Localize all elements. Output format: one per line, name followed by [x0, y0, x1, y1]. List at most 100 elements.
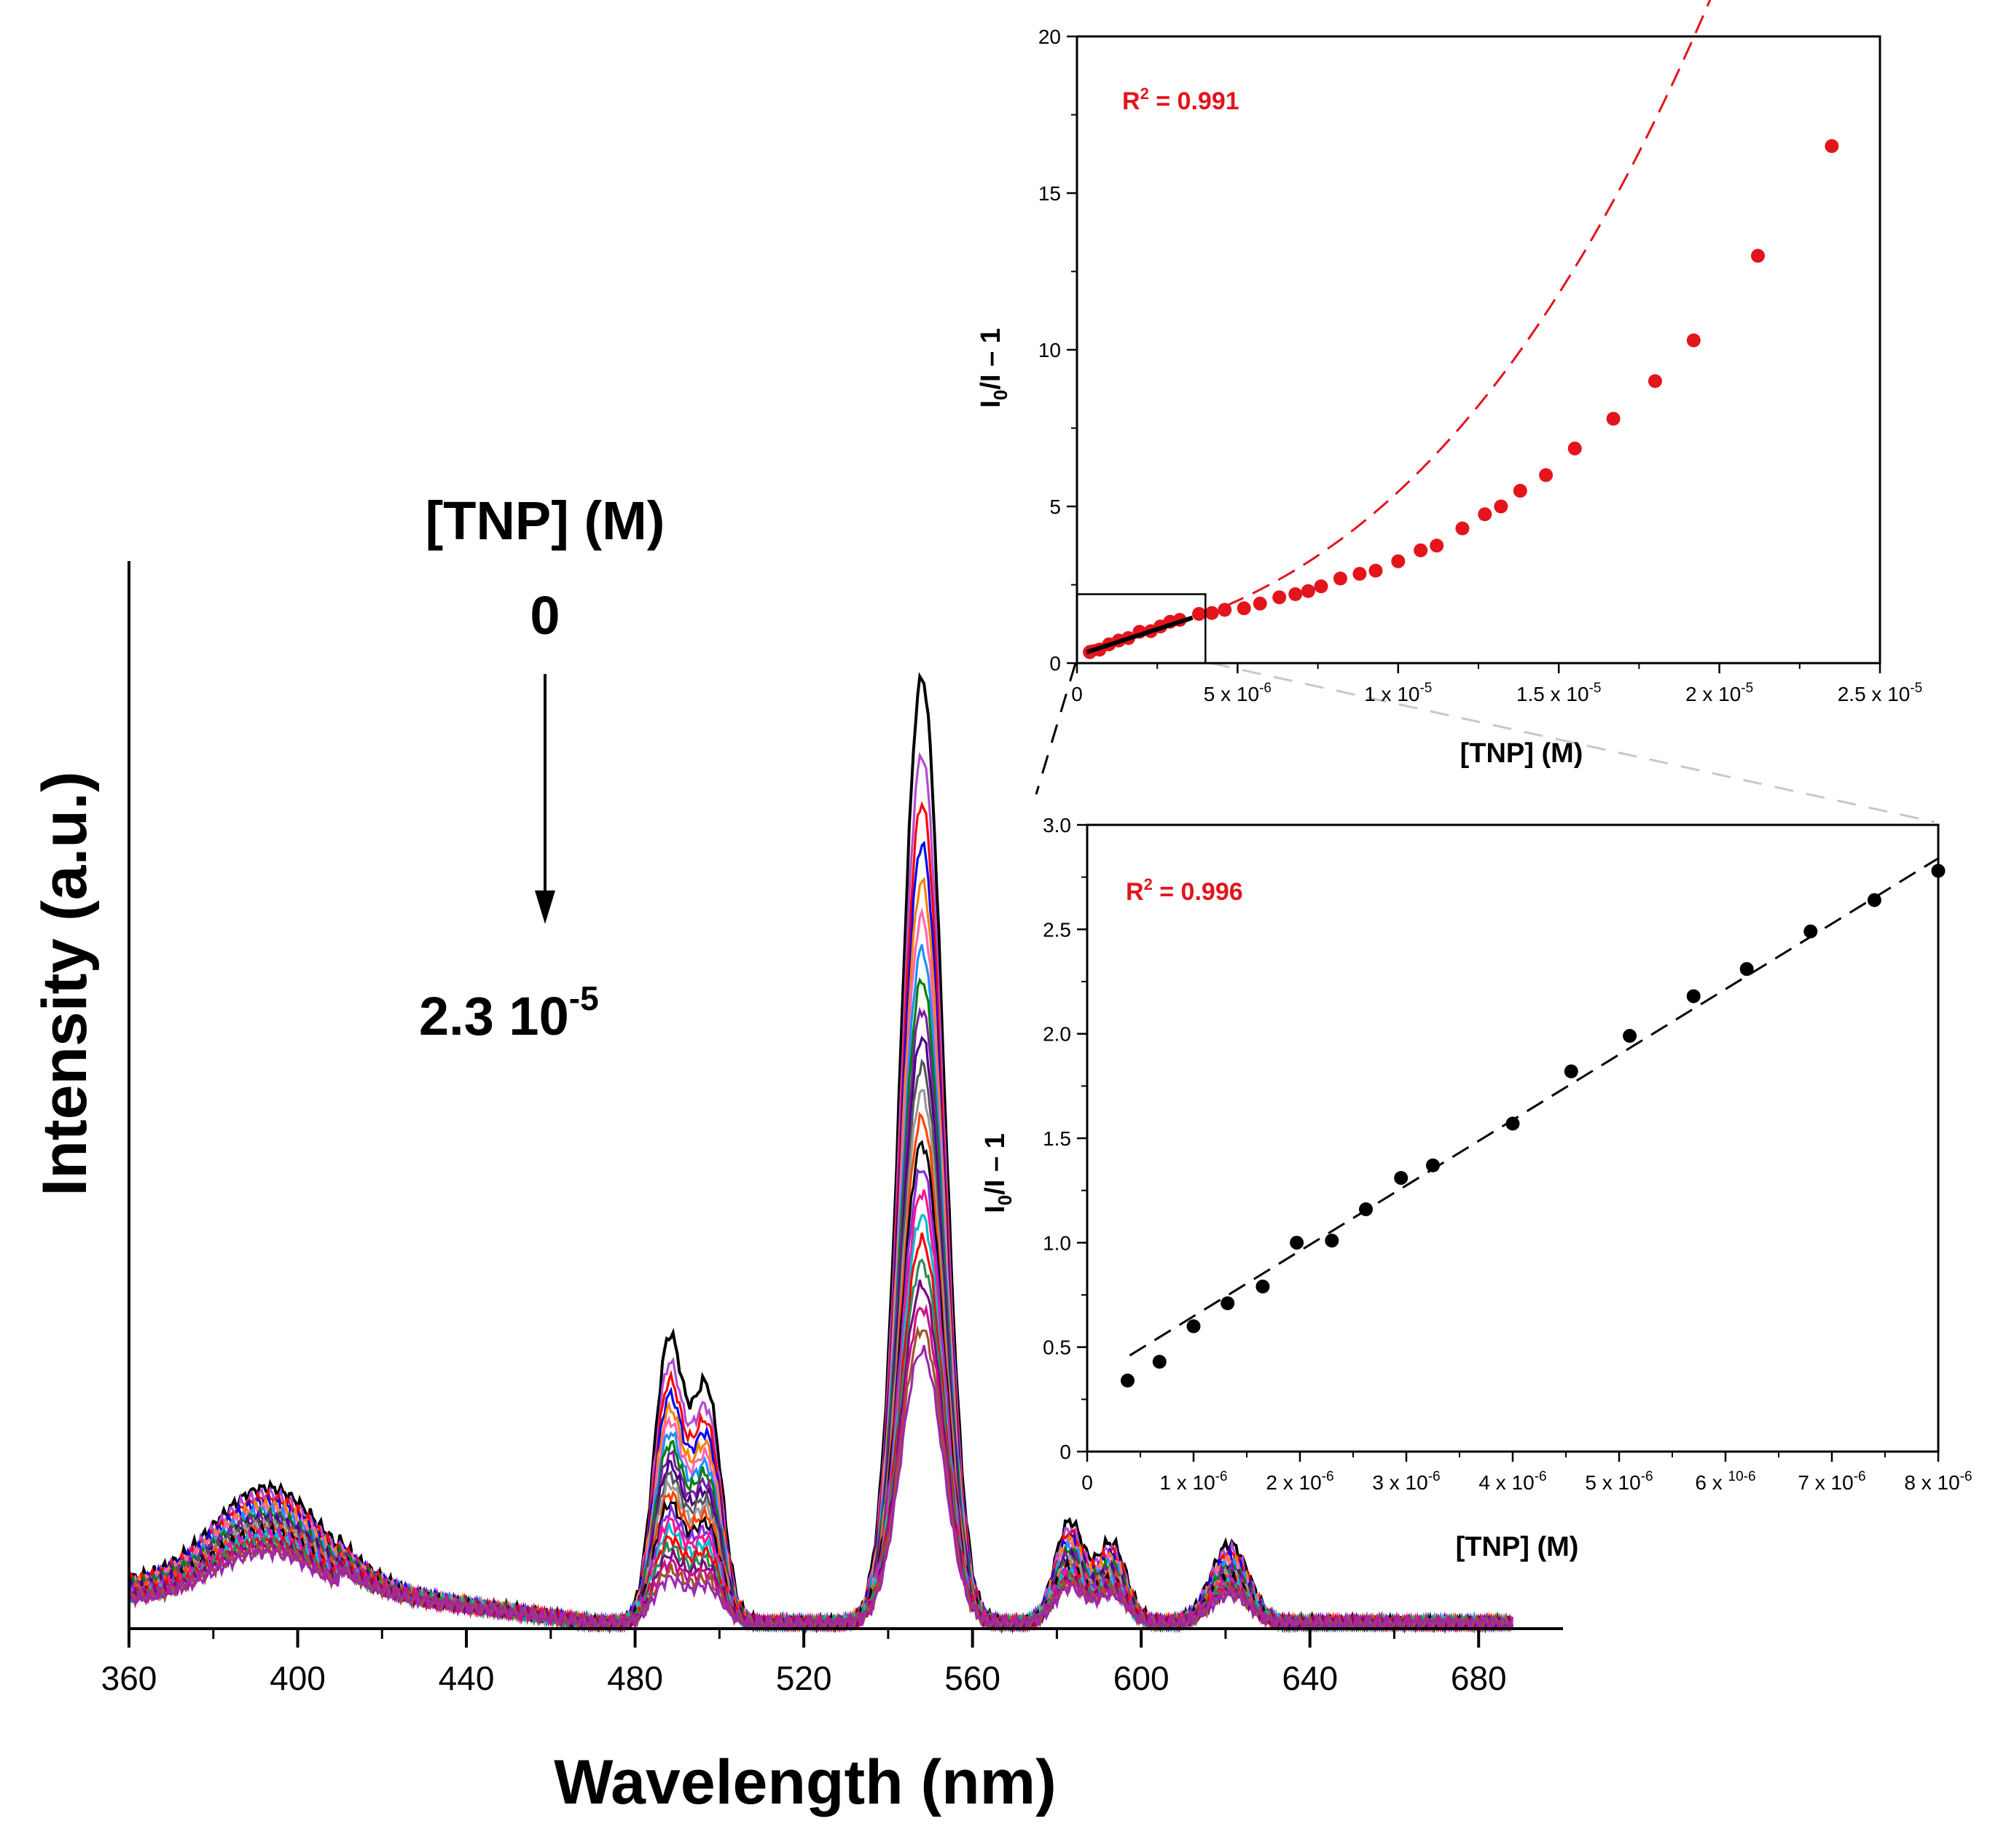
inset1-y-tick-label: 5	[1049, 496, 1061, 518]
main-x-ticks: 360 400 440 480 520 560 600 640 680	[101, 1629, 1507, 1697]
inset2-r2-label: R2 = 0.996	[1126, 875, 1243, 906]
inset2-data-point	[1739, 962, 1754, 976]
inset1-y-tick-label: 20	[1038, 26, 1061, 48]
inset2-x-tick-label: 1 x 10-6	[1159, 1469, 1227, 1494]
inset1-x-tick-exp: -5	[1419, 681, 1432, 696]
inset2-x-tick-exp: -6	[1322, 1469, 1334, 1484]
inset2-y-title-rest: /I – 1	[980, 1133, 1011, 1195]
inset2-y-tick-label: 0.5	[1043, 1336, 1071, 1359]
inset2-x-tick-base: 7 x 10	[1798, 1471, 1853, 1494]
inset1-data-point	[1368, 563, 1383, 578]
main-y-axis-title: Intensity (a.u.)	[30, 772, 100, 1197]
inset1-data-point	[1825, 139, 1839, 153]
inset2-y-tick-label: 0	[1059, 1441, 1071, 1463]
inset2-y-tick-label: 1.0	[1043, 1232, 1071, 1254]
emission-spectra-plot: 360 400 440 480 520 560 600 640 680 Wavelength (…	[30, 490, 1563, 1817]
inset2-data-point	[1931, 864, 1946, 878]
inset1-data-point	[1430, 539, 1444, 553]
inset1-x-tick-exp: -5	[1910, 681, 1922, 696]
inset1-data-point	[1513, 484, 1527, 498]
inset1-data-point	[1192, 606, 1207, 621]
inset2-y-title-base: I	[980, 1205, 1011, 1213]
main-x-tick-label: 560	[944, 1659, 1000, 1697]
inset1-y-title-rest: /I – 1	[976, 328, 1006, 390]
inset2-data-point	[1426, 1158, 1440, 1172]
inset2-x-tick-label: 8 x 10-6	[1904, 1469, 1972, 1494]
inset2-x-tick-label: 5 x 10-6	[1585, 1469, 1653, 1494]
inset1-y-axis-title: I0/I – 1	[976, 328, 1011, 408]
inset1-y-tick-label: 15	[1038, 182, 1061, 205]
main-x-tick-label: 680	[1451, 1659, 1507, 1697]
inset2-x-tick-label: 2 x 10-6	[1266, 1469, 1333, 1494]
inset1-y-title-sub: 0	[990, 390, 1011, 400]
inset2-x-tick-label: 0	[1081, 1471, 1093, 1494]
inset2-x-tick-label: 6 x 10-6	[1695, 1469, 1755, 1494]
inset1-x-tick-base: 2.5 x 10	[1838, 683, 1911, 705]
inset2-data-point	[1359, 1202, 1374, 1216]
stern-volmer-inset: 0 5 10 15 20 0 5 x 10-6 1 x 10-5 1.5 x 10-5 2 x 1…	[976, 0, 1922, 769]
inset1-data-point	[1567, 441, 1582, 455]
inset2-x-tick-label: 7 x 10-6	[1798, 1469, 1865, 1494]
inset2-data-point	[1290, 1235, 1304, 1250]
inset1-frame	[1076, 35, 1881, 665]
inset2-data-point	[1325, 1233, 1339, 1248]
inset1-r2-sup: 2	[1140, 85, 1149, 103]
zoom-connector-right	[1210, 662, 1935, 823]
inset1-x-tick-base: 2 x 10	[1685, 683, 1741, 705]
zoom-connector-left	[1035, 662, 1077, 795]
inset1-x-tick-label: 5 x 10-6	[1204, 681, 1272, 705]
inset1-y-title-base: I	[976, 400, 1006, 408]
inset2-x-tick-base: 4 x 10	[1478, 1471, 1534, 1494]
main-x-tick-label: 640	[1282, 1659, 1338, 1697]
inset1-data-point	[1237, 601, 1251, 616]
inset1-x-tick-label: 2.5 x 10-5	[1838, 681, 1923, 705]
inset2-data-point	[1255, 1280, 1270, 1294]
inset2-data-point	[1803, 924, 1818, 939]
inset1-x-tick-base: 0	[1071, 683, 1083, 705]
inset1-data-point	[1272, 590, 1287, 605]
inset1-x-tick-exp: -5	[1589, 681, 1602, 696]
inset1-data-point	[1391, 554, 1406, 568]
concentration-arrow-head	[535, 890, 555, 924]
inset1-data-point	[1414, 543, 1428, 557]
inset2-x-axis-title: [TNP] (M)	[1456, 1532, 1579, 1562]
inset2-y-tick-label: 2.0	[1043, 1023, 1071, 1046]
inset1-y-tick-label: 10	[1038, 339, 1061, 361]
inset1-data-point	[1648, 374, 1662, 388]
inset1-data-point	[1288, 587, 1303, 601]
inset2-x-tick-exp: -6	[1960, 1469, 1972, 1484]
inset1-x-tick-exp: -5	[1741, 681, 1753, 696]
inset1-data-point	[1333, 571, 1347, 586]
inset1-x-tick-base: 5 x 10	[1204, 683, 1259, 705]
inset2-x-tick-exp: -6	[1854, 1469, 1866, 1484]
inset1-data-point	[1253, 596, 1267, 611]
inset2-y-tick-label: 1.5	[1043, 1127, 1071, 1150]
inset2-fit-line	[1129, 857, 1939, 1357]
main-x-tick-label: 600	[1113, 1659, 1170, 1697]
inset2-x-tick-exp: -6	[1641, 1469, 1653, 1484]
spectra-series-group	[128, 672, 1514, 1634]
concentration-end: 2.3 10-5	[419, 979, 599, 1046]
inset2-r2-sup: 2	[1144, 875, 1153, 893]
inset1-x-tick-label: 1 x 10-5	[1364, 681, 1432, 705]
inset1-data-point	[1455, 521, 1470, 536]
inset2-data-point	[1394, 1170, 1409, 1185]
inset1-x-axis-title: [TNP] (M)	[1460, 738, 1583, 769]
inset2-data-point	[1186, 1319, 1201, 1334]
inset1-zoom-fit-segment	[1086, 615, 1194, 654]
inset2-x-tick-exp: -6	[1535, 1469, 1547, 1484]
inset2-x-tick-base: 3 x 10	[1372, 1471, 1427, 1494]
inset2-data-point	[1221, 1296, 1235, 1310]
inset2-y-tick-label: 3.0	[1043, 814, 1071, 837]
inset2-x-tick-base: 8 x 10	[1904, 1471, 1959, 1494]
inset1-data-point	[1686, 333, 1701, 348]
inset2-data-point	[1120, 1374, 1135, 1388]
inset2-x-tick-base: 1 x 10	[1159, 1471, 1215, 1494]
inset1-x-tick-label: 1.5 x 10-5	[1516, 681, 1602, 705]
main-x-tick-label: 440	[439, 1659, 495, 1697]
inset1-zoom-box	[1076, 593, 1207, 665]
inset2-data-point	[1505, 1116, 1520, 1131]
inset2-content: 00.51.01.52.02.53.00 1 x 10-6 2 x 10-6 3 x …	[1043, 814, 1972, 1494]
concentration-end-exp: -5	[569, 979, 599, 1017]
